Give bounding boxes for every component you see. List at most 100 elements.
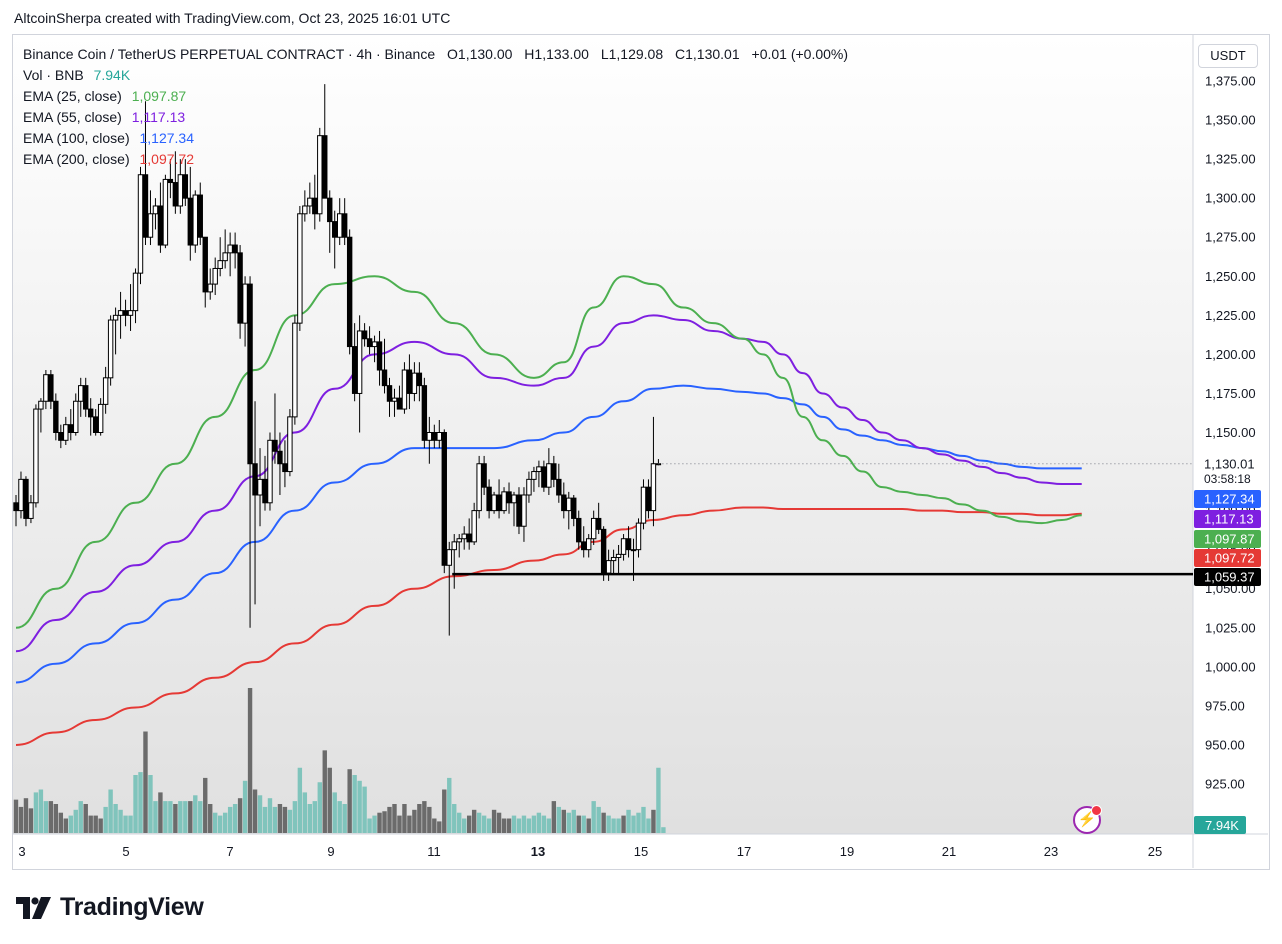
candle-body	[481, 463, 487, 488]
low-value: 1,129.08	[608, 46, 664, 62]
ema25-legend[interactable]: EMA (25, close) 1,097.87	[23, 86, 848, 107]
candle-body	[232, 244, 238, 254]
price-tick-label: 1,025.00	[1205, 620, 1256, 635]
volume-bar	[63, 818, 68, 833]
tradingview-wordmark: TradingView	[60, 893, 204, 921]
candle-body	[411, 372, 418, 394]
price-axis[interactable]: 1,375.00 1,350.00 1,325.00 1,300.00 1,275.00…	[1205, 74, 1256, 792]
volume-bar	[387, 806, 392, 833]
candle-body	[337, 213, 343, 238]
candle-body	[486, 486, 492, 512]
volume-bar	[651, 809, 656, 833]
volume-bar	[442, 789, 447, 833]
volume-bar	[28, 808, 34, 833]
volume-bar	[342, 804, 347, 833]
candle-body	[172, 182, 179, 207]
volume-bar	[148, 775, 153, 833]
candle-body	[471, 510, 477, 543]
volume-bar	[287, 809, 293, 833]
candle-body	[167, 178, 174, 184]
volume-bar	[641, 806, 646, 833]
candle-body	[366, 338, 373, 348]
ema55-legend[interactable]: EMA (55, close) 1,117.13	[23, 107, 848, 128]
volume-bar	[337, 801, 342, 833]
candle-body	[536, 466, 542, 473]
change-value: +0.01 (+0.00%)	[751, 46, 849, 62]
candle-body	[576, 517, 582, 543]
volume-bar	[277, 804, 283, 833]
volume-bar	[531, 815, 537, 833]
candle-body	[332, 221, 338, 238]
candle-body	[615, 553, 622, 558]
ema100-badge	[1194, 490, 1261, 508]
candle-body	[68, 424, 74, 434]
price-tick-label: 975.00	[1205, 698, 1245, 713]
volume-bar	[541, 815, 547, 833]
volume-bar	[661, 827, 666, 833]
time-tick-label: 19	[840, 844, 854, 859]
candle-body	[446, 549, 452, 566]
candle-body	[526, 478, 532, 496]
volume-bar	[18, 806, 24, 833]
volume-bar	[352, 775, 357, 833]
volume-bar	[432, 818, 437, 833]
price-tick-label: 1,200.00	[1205, 347, 1256, 362]
candle-body	[401, 369, 408, 410]
candle-body	[197, 194, 203, 238]
candle-body	[212, 267, 218, 285]
lightning-bolt-icon[interactable]: ⚡	[1073, 805, 1102, 834]
high-value: 1,133.00	[534, 46, 589, 62]
candle-body	[237, 252, 243, 324]
price-tick-label: 1,375.00	[1205, 74, 1256, 89]
candle-body	[386, 385, 393, 402]
ema25-badge	[1194, 530, 1261, 548]
candle-body	[551, 463, 557, 480]
volume-bar	[372, 815, 377, 833]
support-badge	[1194, 568, 1261, 586]
volume-bar	[232, 804, 238, 833]
candle-body	[381, 369, 388, 387]
volume-bar	[227, 806, 233, 833]
ema200-legend[interactable]: EMA (200, close) 1,097.72	[23, 149, 848, 170]
volume-bar	[526, 818, 532, 833]
volume-bar	[491, 809, 497, 833]
volume-bar	[476, 812, 482, 833]
candle-body	[476, 463, 482, 512]
ema55-label: EMA (55, close)	[23, 109, 122, 125]
volume-bar	[616, 818, 621, 833]
volume-bars	[13, 688, 666, 833]
currency-unit-button[interactable]: USDT	[1198, 44, 1258, 68]
volume-bar	[511, 815, 517, 833]
ema100-legend[interactable]: EMA (100, close) 1,127.34	[23, 128, 848, 149]
volume-bar	[68, 815, 73, 833]
volume-bar	[407, 815, 412, 833]
candle-body	[645, 486, 652, 512]
volume-bar	[123, 815, 128, 833]
volume-legend[interactable]: Vol · BNB 7.94K	[23, 65, 848, 86]
candle-body	[396, 397, 403, 410]
time-tick-label: 13	[531, 844, 545, 859]
candle-body	[63, 424, 69, 441]
candle-body	[102, 377, 109, 405]
candle-body	[227, 244, 233, 254]
volume-bar	[322, 750, 327, 833]
volume-bar	[133, 775, 138, 833]
volume-bar	[332, 792, 337, 833]
volume-bar	[362, 786, 367, 833]
ema25-badge-value: 1,097.87	[1204, 532, 1255, 547]
candle-body	[257, 478, 263, 496]
candle-body	[406, 369, 413, 394]
volume-bar	[506, 818, 512, 833]
time-tick-label: 3	[18, 844, 25, 859]
volume-bar	[417, 804, 422, 833]
ema55-badge	[1194, 510, 1261, 528]
volume-bar	[312, 801, 317, 833]
volume-value: 7.94K	[93, 67, 131, 83]
candle-body	[28, 502, 34, 519]
candle-body	[546, 463, 552, 488]
candle-body	[600, 528, 607, 574]
volume-bar	[626, 809, 631, 833]
close-value: 1,130.01	[685, 46, 740, 62]
time-axis[interactable]: 3 5 7 9 11 13 15 17 19 21 23 25	[18, 844, 1162, 859]
